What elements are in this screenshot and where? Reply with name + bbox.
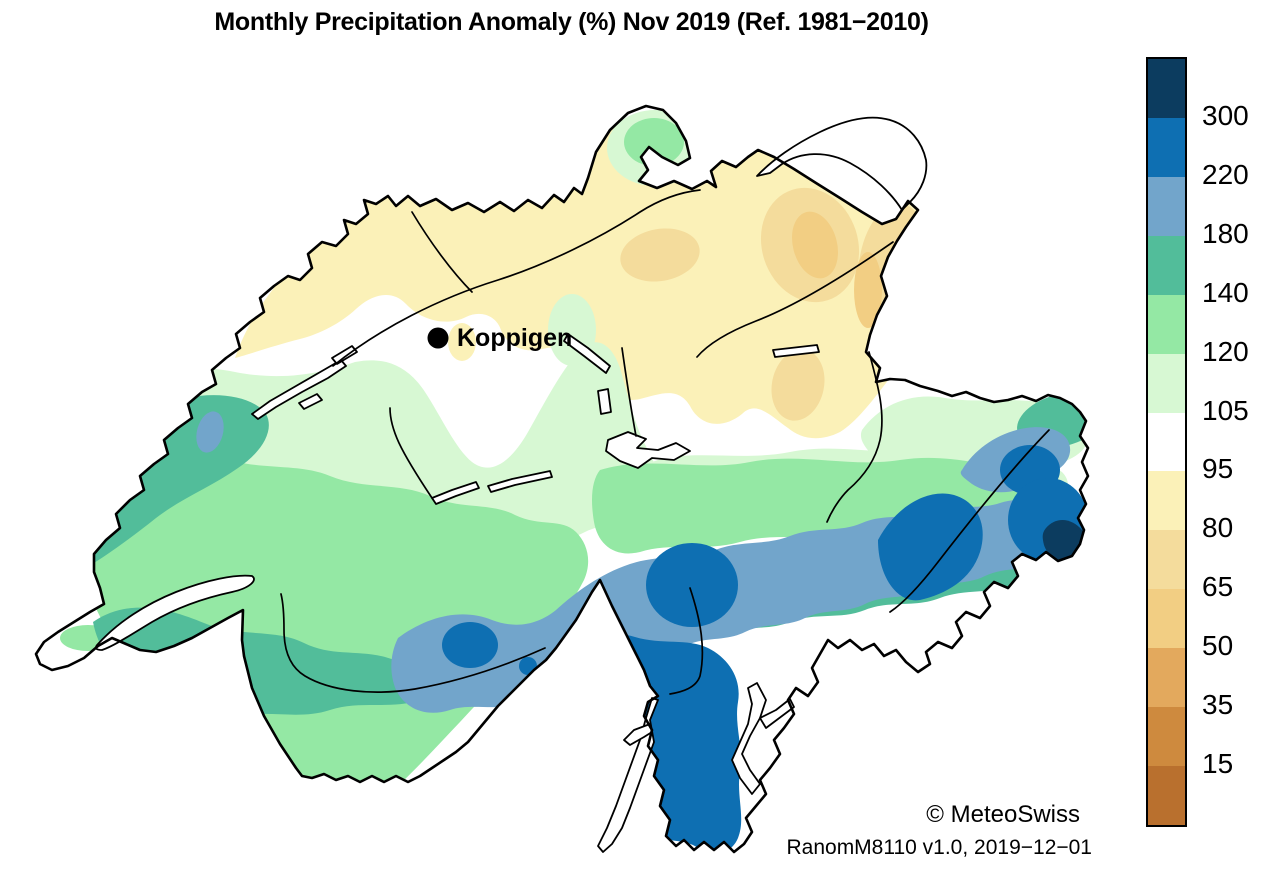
rivers	[280, 189, 1050, 695]
legend-cell	[1148, 176, 1185, 236]
lake-neuchatel	[251, 359, 347, 420]
region-65-80-patch-zurich	[620, 228, 700, 282]
legend-cell	[1148, 59, 1185, 118]
legend-cell	[1148, 117, 1185, 177]
page-title: Monthly Precipitation Anomaly (%) Nov 20…	[214, 8, 929, 36]
region-220-300-gotthard	[646, 543, 738, 627]
region-65-80-patch-toggenburg	[771, 349, 825, 421]
lake-lugano	[731, 682, 767, 795]
region-50-65-core-east	[854, 252, 882, 328]
lake-walen	[772, 344, 820, 358]
lake-geneva	[95, 574, 255, 651]
legend-tick-label: 95	[1202, 453, 1234, 485]
river-aare-thun	[389, 407, 433, 499]
legend-tick-label: 180	[1202, 217, 1249, 249]
legend-cell	[1148, 589, 1185, 649]
lake-morat	[298, 393, 323, 410]
legend-tick-label: 105	[1202, 394, 1249, 426]
river-alpine-rhine	[826, 351, 883, 523]
river-aare	[332, 189, 701, 367]
legend-tick-label: 35	[1202, 689, 1234, 721]
legend-cell	[1148, 648, 1185, 708]
lake-zurich	[563, 333, 611, 374]
legend-tick-label: 15	[1202, 748, 1234, 780]
region-220-300-valais-spot-b	[519, 657, 537, 675]
legend-cell	[1148, 471, 1185, 531]
river-reuss	[621, 347, 637, 437]
river-thur	[696, 241, 894, 358]
lake-lugano-arm	[759, 698, 795, 729]
legend-tick-label: 300	[1202, 99, 1249, 131]
station-label: Koppigen	[457, 324, 573, 352]
lake-lucerne	[605, 431, 691, 469]
switzerland-border	[34, 104, 1090, 854]
legend-cell	[1148, 530, 1185, 590]
lake-zug	[597, 388, 612, 415]
region-120-140-centereast	[592, 457, 1059, 554]
legend-tick-label: 80	[1202, 512, 1234, 544]
region-80-95-koppigen-spot	[448, 323, 476, 361]
river-rhone	[280, 593, 546, 693]
river-inn	[889, 429, 1050, 613]
region-180-220-west-spot	[196, 411, 224, 453]
legend-cell	[1148, 235, 1185, 295]
legend-cell	[1148, 294, 1185, 354]
region-120-140-schaffhausen	[624, 118, 684, 166]
station-marker-dot	[427, 327, 449, 349]
legend-tick-label: 220	[1202, 158, 1249, 190]
legend-cell	[1148, 766, 1185, 825]
legend-cell	[1148, 412, 1185, 472]
legend-tick-label: 50	[1202, 630, 1234, 662]
region-220-300-misox	[878, 493, 983, 601]
legend-bar	[1146, 57, 1187, 827]
lake-constance	[756, 116, 928, 211]
lake-brienz	[487, 470, 553, 493]
lake-thun	[431, 481, 480, 505]
lakes	[95, 116, 928, 853]
region-50-65-core-stgallen	[791, 211, 839, 279]
copyright-attribution: © MeteoSwiss	[926, 801, 1080, 828]
river-aare-basel	[411, 211, 473, 293]
legend-tick-label: 65	[1202, 571, 1234, 603]
legend-cell	[1148, 353, 1185, 413]
legend-labels: 300 220 180 140 120 105 95 80 65 50 35 15	[1198, 57, 1276, 827]
legend-tick-label: 140	[1202, 276, 1249, 308]
lake-maggiore	[597, 697, 659, 853]
region-220-300-valais-spot-a	[442, 622, 498, 668]
version-line: RanomM8110 v1.0, 2019−12−01	[786, 836, 1092, 859]
legend-tick-label: 120	[1202, 335, 1249, 367]
legend-cell	[1148, 707, 1185, 767]
river-ticino	[669, 587, 704, 695]
lake-biel	[331, 345, 358, 365]
